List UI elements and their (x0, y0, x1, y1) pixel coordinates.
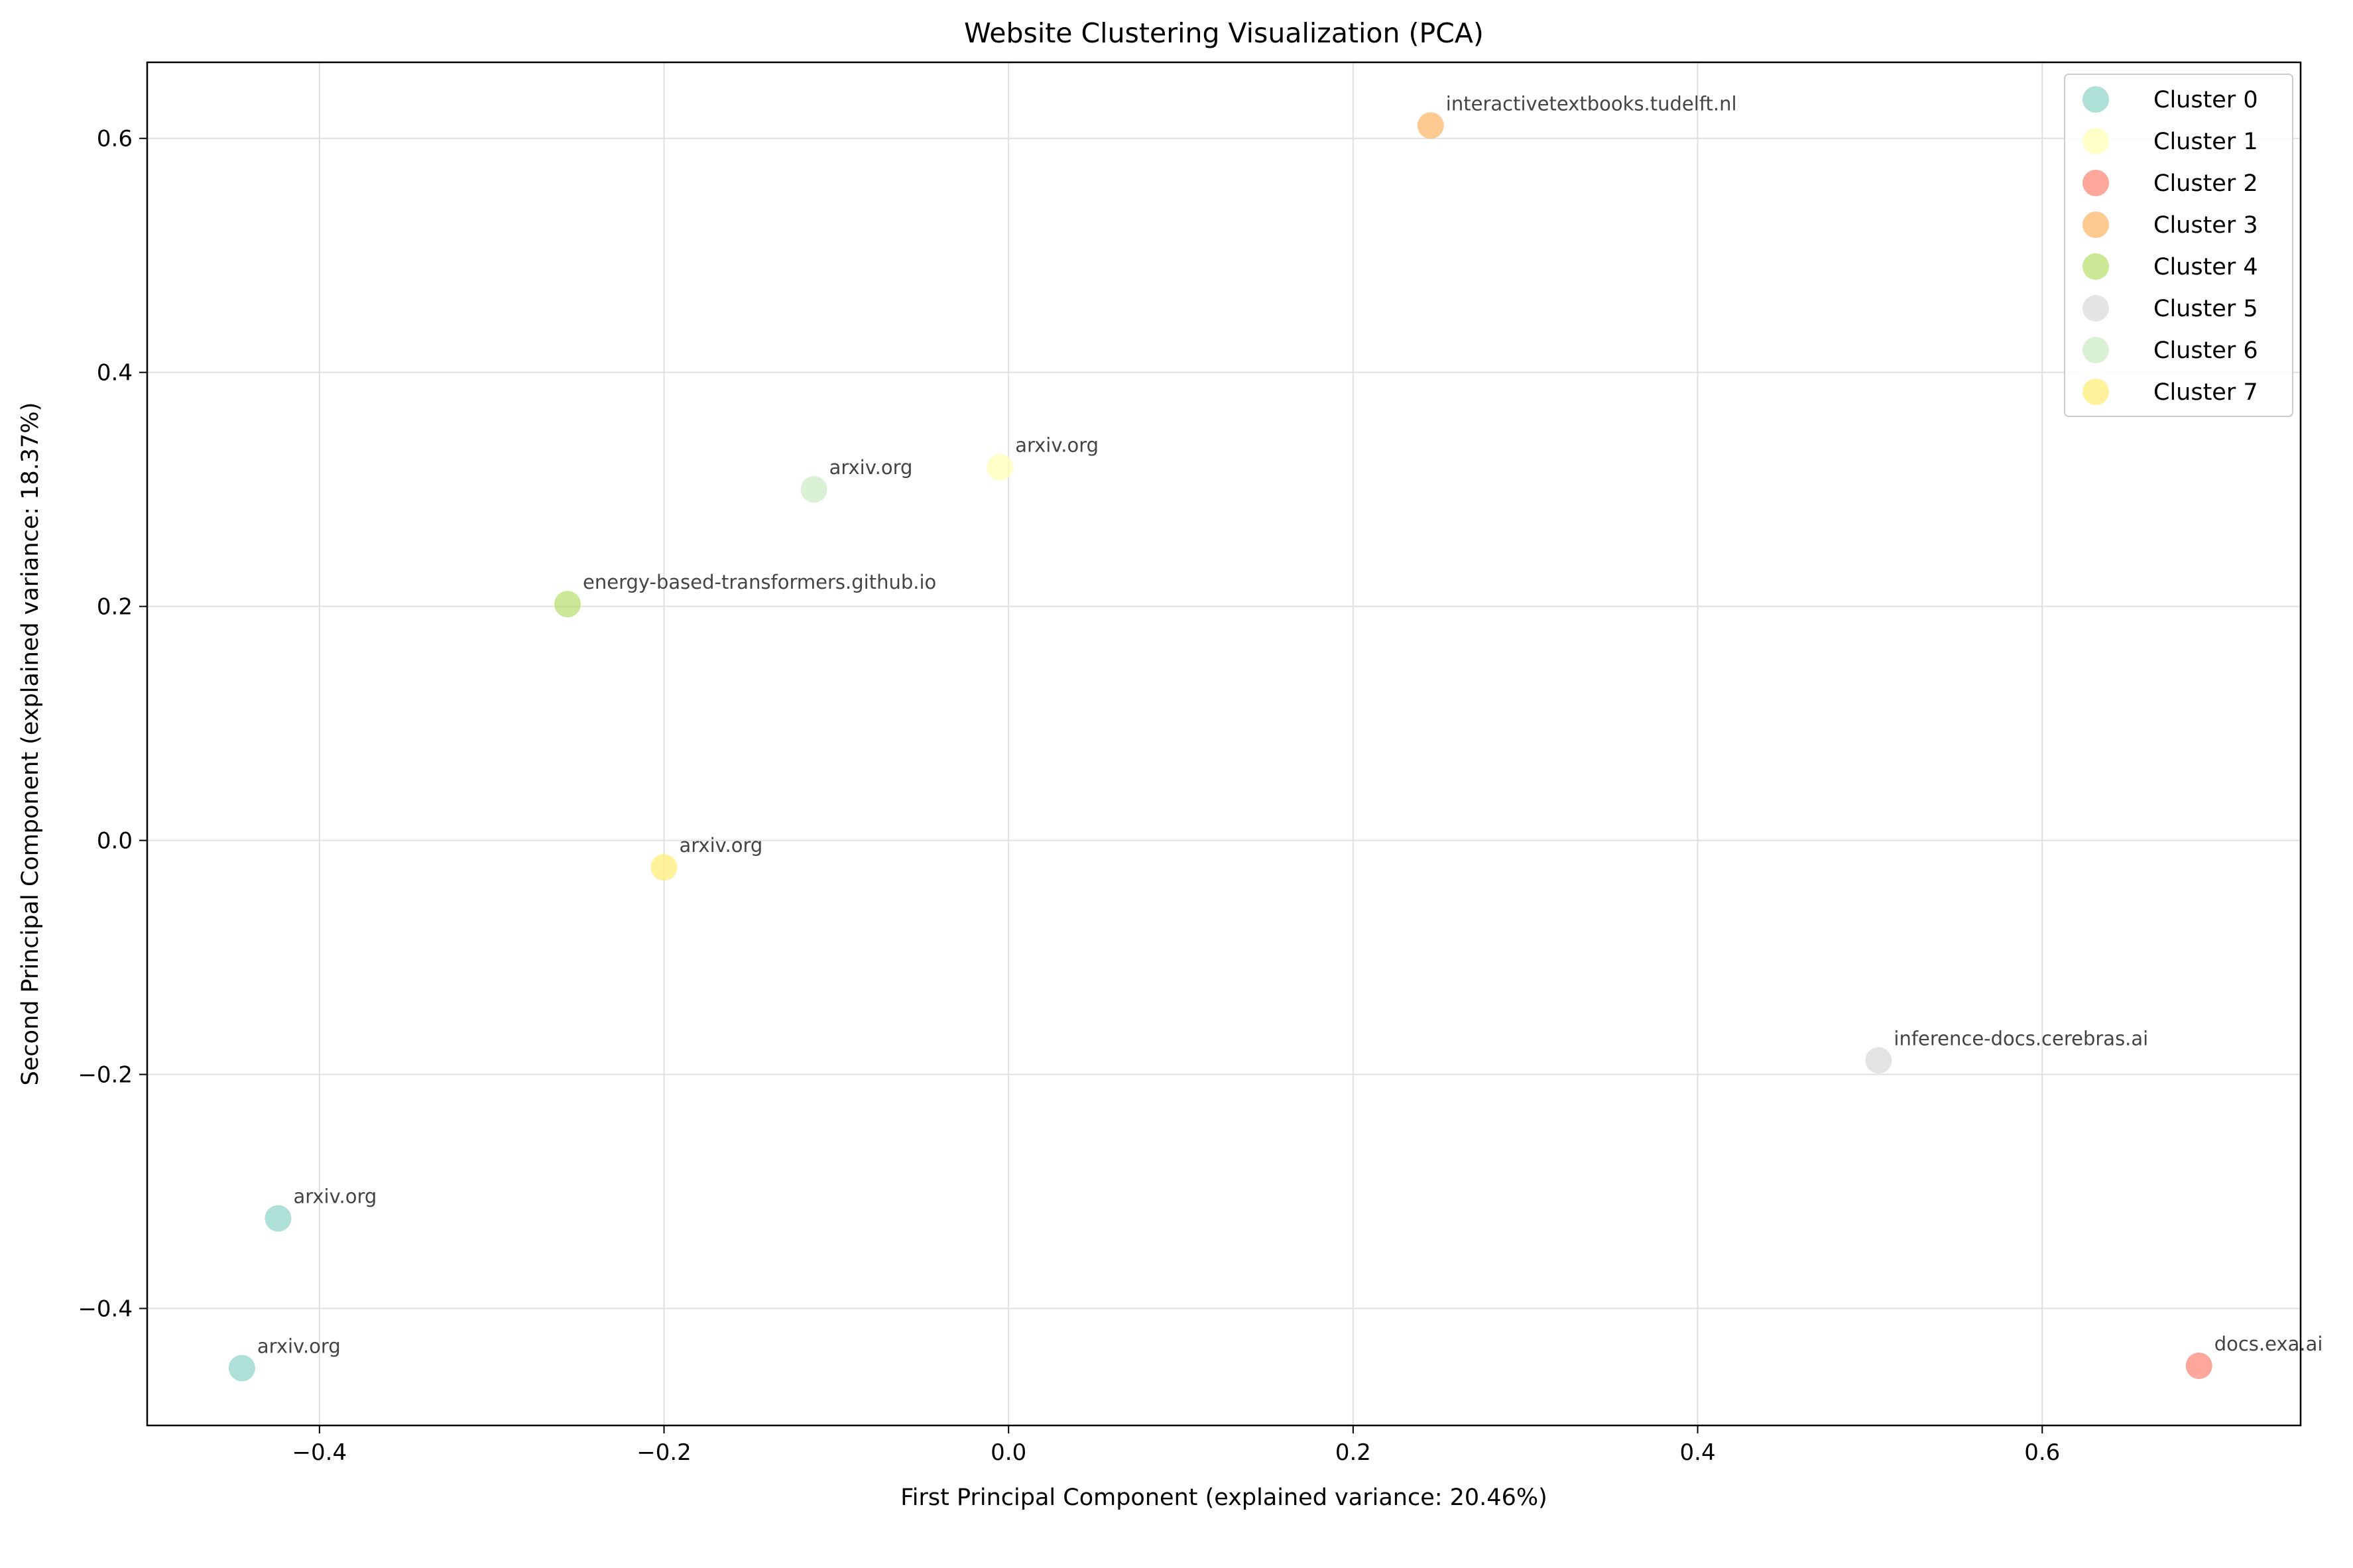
legend-marker (2082, 295, 2109, 322)
x-tick-label: 0.4 (1680, 1439, 1716, 1466)
legend-label: Cluster 3 (2153, 212, 2258, 239)
point-labels: arxiv.org arxiv.org arxiv.org docs.exa.ai in… (257, 92, 2323, 1357)
legend-label: Cluster 1 (2153, 129, 2258, 155)
scatter-point (987, 453, 1014, 481)
axis-ticks: −0.4 −0.2 0.0 0.2 0.4 0.6 −0.4 −0.2 0.0 0.2 0.4 0.6 (78, 126, 2060, 1466)
legend-label: Cluster 2 (2153, 170, 2258, 197)
legend-marker (2082, 211, 2109, 238)
x-tick-label: 0.0 (991, 1439, 1026, 1466)
legend-marker (2082, 379, 2109, 405)
chart-title: Website Clustering Visualization (PCA) (964, 17, 1484, 49)
point-label: inference-docs.cerebras.ai (1894, 1027, 2148, 1050)
legend-marker (2082, 337, 2109, 363)
scatter-point (1417, 112, 1444, 139)
point-label: arxiv.org (829, 456, 913, 479)
legend-label: Cluster 5 (2153, 296, 2258, 322)
scatter-point (554, 591, 581, 618)
scatter-point (228, 1355, 255, 1382)
data-points (228, 112, 2212, 1382)
y-tick-label: 0.0 (97, 828, 133, 855)
legend-label: Cluster 0 (2153, 87, 2258, 113)
legend-label: Cluster 4 (2153, 254, 2258, 280)
point-label: interactivetextbooks.tudelft.nl (1446, 92, 1737, 115)
x-tick-label: 0.6 (2024, 1439, 2060, 1466)
point-label: arxiv.org (1015, 434, 1099, 457)
legend-marker (2082, 86, 2109, 113)
point-label: energy-based-transformers.github.io (583, 571, 936, 593)
point-label: arxiv.org (257, 1335, 341, 1358)
x-axis-title: First Principal Component (explained var… (900, 1484, 1547, 1511)
legend-label: Cluster 6 (2153, 337, 2258, 364)
y-tick-label: 0.6 (97, 126, 133, 152)
y-tick-label: 0.2 (97, 594, 133, 621)
plot-area-frame (146, 61, 2302, 1427)
x-tick-label: −0.2 (636, 1439, 692, 1466)
x-tick-label: −0.4 (292, 1439, 347, 1466)
scatter-point (1865, 1047, 1892, 1074)
legend-box (2064, 74, 2293, 417)
point-label: arxiv.org (293, 1185, 377, 1208)
legend-label: Cluster 7 (2153, 379, 2258, 406)
legend-marker (2082, 170, 2109, 196)
point-label: docs.exa.ai (2214, 1333, 2323, 1355)
y-tick-label: 0.4 (97, 360, 133, 387)
point-label: arxiv.org (680, 834, 763, 857)
legend-marker (2082, 128, 2109, 154)
y-axis-title: Second Principal Component (explained va… (17, 402, 44, 1086)
scatter-point (800, 476, 827, 503)
legend-marker (2082, 253, 2109, 280)
x-tick-label: 0.2 (1335, 1439, 1371, 1466)
y-tick-label: −0.2 (78, 1062, 133, 1089)
grid (147, 62, 2301, 1425)
scatter-point (2185, 1352, 2212, 1379)
scatter-point (265, 1205, 292, 1232)
scatter-point (650, 854, 678, 881)
legend: Cluster 0 Cluster 1 Cluster 2 Cluster 3 Clus… (2064, 74, 2293, 417)
y-tick-label: −0.4 (78, 1296, 133, 1323)
